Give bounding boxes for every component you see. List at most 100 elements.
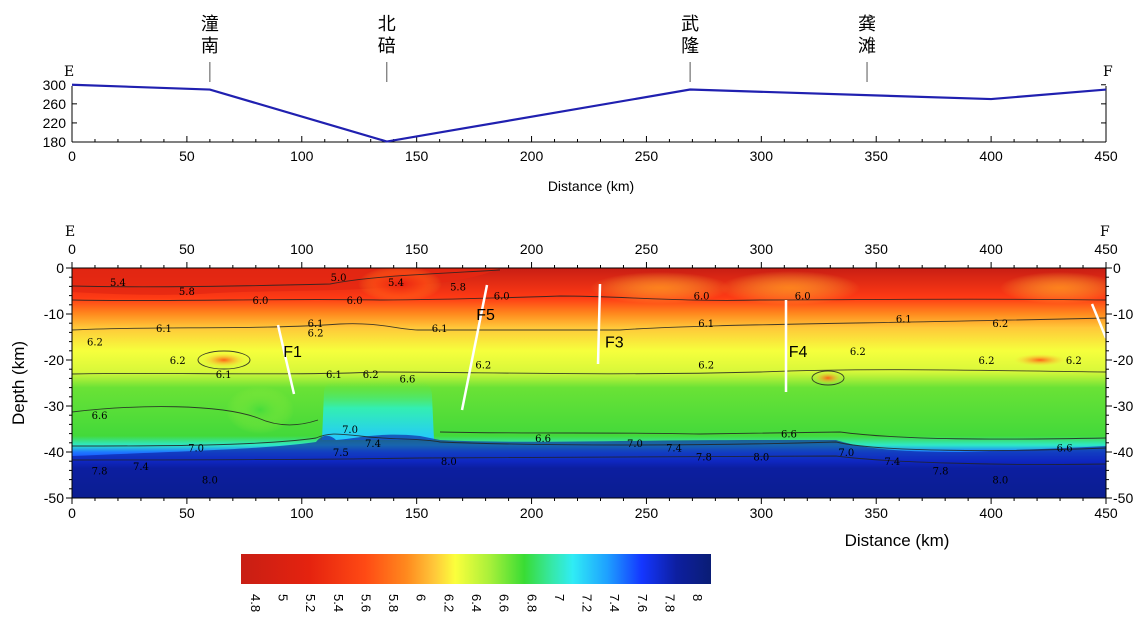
topo-x-tick-label: 50 [179,148,195,164]
topo-x-tick-label: 200 [520,148,544,164]
contour-value-label: 6.1 [216,370,232,381]
isoline-7-8 [72,455,1106,465]
colorbar-tick-label: 5.6 [358,594,373,612]
contour-value-label: 5.8 [179,287,195,298]
section-top-tick-label: 250 [635,241,659,257]
section-top-tick-label: 450 [1094,241,1118,257]
section-end-right-label: F [1100,224,1110,240]
colorbar-tick-label: 6.8 [524,594,539,612]
topo-x-tick-label: 350 [865,148,889,164]
fault-trace-f1 [276,324,296,395]
contour-value-label: 6.2 [979,356,995,367]
isoline-6-6-west [72,406,319,426]
topo-x-tick-label: 250 [635,148,659,164]
topo-y-tick-label: 260 [43,96,67,112]
colorbar-tick-label: 5.8 [386,594,401,612]
contour-value-label: 7.5 [333,448,349,459]
contour-value-label: 6.6 [781,430,797,441]
section-bottom-tick-label: 400 [979,505,1003,521]
anomaly-spot-west [202,353,246,367]
contour-value-label: 6.2 [1066,356,1082,367]
contour-value-label: 6.6 [535,434,551,445]
isoline-closed-east [811,370,845,386]
contour-value-label: 6.1 [896,315,912,326]
colorbar-tick-label: 5 [275,594,290,601]
colorbar-tick-label: 4.8 [248,594,263,612]
colorbar-tick-label: 5.2 [303,594,318,612]
contour-value-label: 7.8 [92,466,108,477]
contour-value-label: 6.0 [795,292,811,303]
isoline-6-0 [72,295,1106,302]
colorbar-tick-label: 7 [552,594,567,601]
section-left-tick-label: -30 [44,398,64,414]
contour-value-label: 7.0 [188,443,204,454]
section-left-tick-label: -10 [44,306,64,322]
section-top-tick-label: 350 [865,241,889,257]
contour-value-label: 6.2 [850,347,866,358]
contour-value-label: 7.0 [342,425,358,436]
fault-label: F1 [283,344,302,361]
colorbar-tick-label: 7.8 [663,594,678,612]
fault-trace-east [1090,303,1106,339]
colorbar-tick-label: 5.4 [331,594,346,612]
orange-patch-2 [720,271,860,305]
topo-x-tick-label: 450 [1094,148,1118,164]
contour-value-label: 7.8 [696,453,712,464]
contour-value-label: 6.1 [698,319,714,330]
colorbar-tick-label: 6.4 [469,594,484,612]
colorbar-tick-label: 6 [414,594,429,601]
topo-y-tick-label: 220 [43,115,67,131]
contour-value-label: 7.0 [627,439,643,450]
section-bottom-tick-label: 200 [520,505,544,521]
contour-value-label: 5.4 [110,278,126,289]
section-axes: 0050501001001501502002002502503003003503… [44,241,1134,521]
isoline-5-8 [72,269,501,288]
contour-value-label: 6.0 [694,292,710,303]
section-right-tick-label: -40 [1113,444,1133,460]
station-name-label: 龚滩 [858,14,876,57]
topo-x-tick-label: 400 [979,148,1003,164]
contour-value-label: 6.2 [363,370,379,381]
contour-value-label: 6.1 [432,324,448,335]
isoline-6-6-east [439,431,1106,440]
isoline-6-1 [72,317,1106,331]
topography-panel: E F 潼南 北碚 武隆 龚滩 0 50 100 150 200 250 300 350 400 450… [43,14,1118,194]
section-end-left-label: E [65,224,75,240]
topo-x-tick-label: 150 [405,148,429,164]
fault-labels: F1 F5 F3 F4 [283,307,807,361]
contour-value-label: 6.0 [494,292,510,303]
colorbar: 4.8 5 5.2 5.4 5.6 5.8 6 6.2 6.4 6.6 6.8 7 7.2 7.4 7.6 7… [241,554,711,612]
contour-value-label: 8.0 [992,476,1008,487]
section-bottom-tick-label: 300 [750,505,774,521]
section-top-tick-label: 100 [290,241,314,257]
section-bottom-tick-label: 50 [179,505,195,521]
contour-value-label: 6.6 [92,411,108,422]
topography-profile-line [71,83,1107,143]
contour-value-label: 6.1 [156,324,172,335]
contour-value-label: 6.1 [326,370,342,381]
topo-end-left-label: E [64,64,74,80]
section-top-tick-label: 200 [520,241,544,257]
contour-value-label: 6.0 [347,296,363,307]
colorbar-tick-labels: 4.8 5 5.2 5.4 5.6 5.8 6 6.2 6.4 6.6 6.8 7 7.2 7.4 7.6 7… [248,594,705,612]
contour-value-label: 6.2 [308,328,324,339]
section-bottom-tick-label: 350 [865,505,889,521]
colorbar-tick-label: 7.4 [607,594,622,612]
section-right-tick-label: 0 [1113,260,1121,276]
high-velocity-body [322,382,434,440]
topo-x-tick-label: 0 [68,148,76,164]
section-left-tick-label: -50 [44,490,64,506]
colorbar-tick-label: 7.6 [635,594,650,612]
contour-value-label: 6.2 [87,338,103,349]
section-top-tick-label: 50 [179,241,195,257]
section-top-tick-label: 0 [68,241,76,257]
section-top-tick-label: 150 [405,241,429,257]
topo-x-tick-label: 100 [290,148,314,164]
contour-value-label: 6.2 [170,356,186,367]
topo-end-right-label: F [1103,64,1113,80]
contour-value-label: 6.0 [252,296,268,307]
colorbar-tick-label: 7.2 [580,594,595,612]
anomaly-spot-far-east [1014,354,1066,366]
low-velocity-zone-beibei [358,268,442,302]
